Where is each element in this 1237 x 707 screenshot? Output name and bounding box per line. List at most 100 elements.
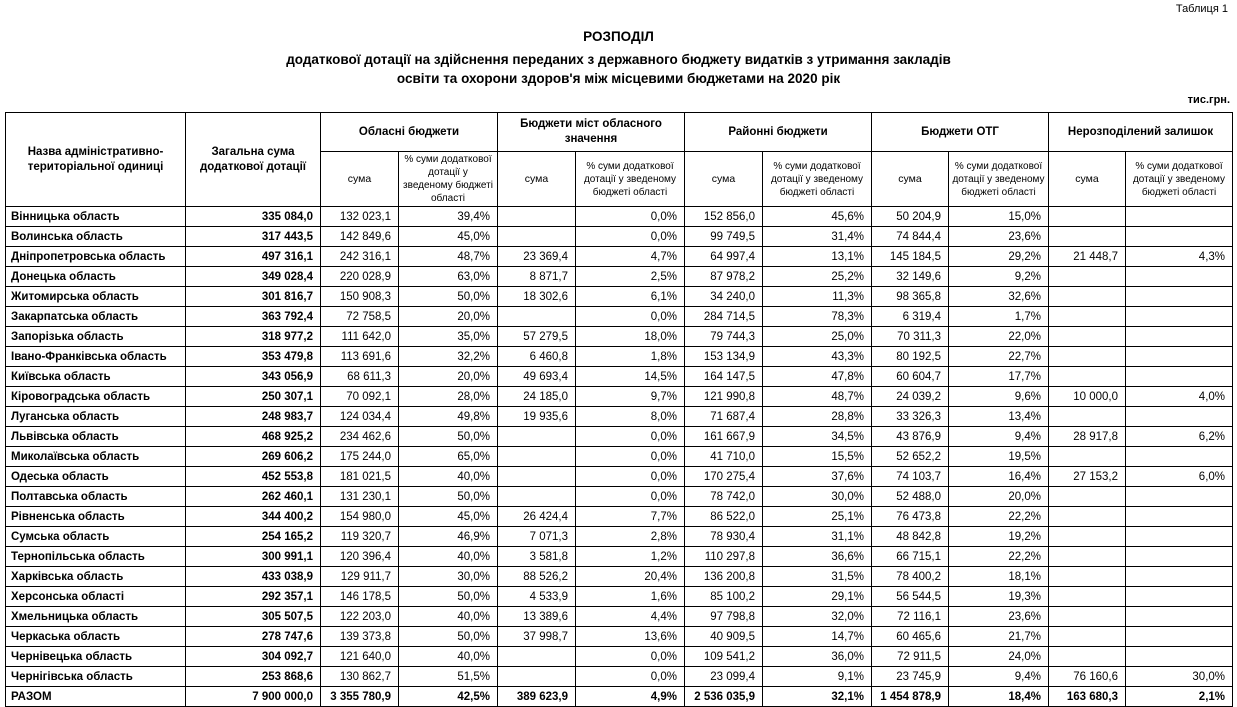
value-cell: 2 536 035,9 <box>684 686 763 707</box>
value-cell: 48 842,8 <box>871 526 949 547</box>
value-cell: 9,4% <box>948 426 1049 447</box>
total-row: РАЗОМ 7 900 000,0 3 355 780,9 42,5% 389 623,… <box>5 686 1234 707</box>
value-cell: 120 396,4 <box>320 546 399 567</box>
value-cell: 6,1% <box>575 286 685 307</box>
value-cell: 301 816,7 <box>185 286 321 307</box>
value-cell: 124 034,4 <box>320 406 399 427</box>
value-cell: 19,5% <box>948 446 1049 467</box>
value-cell: 452 553,8 <box>185 466 321 487</box>
value-cell: 28,8% <box>762 406 872 427</box>
value-cell: 85 100,2 <box>684 586 763 607</box>
table-row: Херсонська області 292 357,1 146 178,5 50,0… <box>5 586 1234 607</box>
page-subtitle-line2: освіти та охорони здоров'я між місцевими… <box>396 71 841 86</box>
table-row: Дніпропетровська область 497 316,1 242 316… <box>5 246 1234 267</box>
table-row: Київська область 343 056,9 68 611,3 20,0% 49… <box>5 366 1234 387</box>
region-name-cell: Чернігівська область <box>5 666 186 687</box>
group-header-raion-budgets: Районні бюджети <box>684 112 872 152</box>
region-name-cell: Дніпропетровська область <box>5 246 186 267</box>
table-row: Миколаївська область 269 606,2 175 244,0 65… <box>5 446 1234 467</box>
value-cell <box>1124 446 1234 467</box>
region-name-cell: Тернопільська область <box>5 546 186 567</box>
value-cell: 36,6% <box>762 546 872 567</box>
value-cell: 32,6% <box>948 286 1049 307</box>
table-row: Сумська область 254 165,2 119 320,7 46,9% 7 … <box>5 526 1234 547</box>
value-cell <box>1124 546 1234 567</box>
value-cell: 170 275,4 <box>684 466 763 487</box>
value-cell: 220 028,9 <box>320 266 399 287</box>
table-row: Харківська область 433 038,9 129 911,7 30,0… <box>5 566 1234 587</box>
value-cell <box>1048 606 1126 627</box>
region-name-cell: Харківська область <box>5 566 186 587</box>
value-cell: 56 544,5 <box>871 586 949 607</box>
subheader-sum: сума <box>497 151 576 207</box>
value-cell: 152 856,0 <box>684 206 763 227</box>
value-cell <box>1124 306 1234 327</box>
value-cell: 65,0% <box>398 446 498 467</box>
value-cell: 20,0% <box>948 486 1049 507</box>
value-cell: 28 917,8 <box>1048 426 1126 447</box>
value-cell: 132 023,1 <box>320 206 399 227</box>
region-name-cell: Вінницька область <box>5 206 186 227</box>
value-cell <box>1124 506 1234 527</box>
value-cell: 23 099,4 <box>684 666 763 687</box>
value-cell: 21,7% <box>948 626 1049 647</box>
value-cell: 37 998,7 <box>497 626 576 647</box>
value-cell: 9,2% <box>948 266 1049 287</box>
value-cell: 74 844,4 <box>871 226 949 247</box>
value-cell: 34 240,0 <box>684 286 763 307</box>
page-title: РОЗПОДІЛ <box>583 29 654 44</box>
column-header-name: Назва адміністративно-територіальної оди… <box>5 112 186 207</box>
region-name-cell: Херсонська області <box>5 586 186 607</box>
value-cell <box>1048 566 1126 587</box>
value-cell <box>1048 586 1126 607</box>
value-cell: 23 369,4 <box>497 246 576 267</box>
value-cell: 6,0% <box>1124 466 1234 487</box>
region-name-cell: Одеська область <box>5 466 186 487</box>
value-cell: 18,4% <box>948 686 1049 707</box>
value-cell: 50,0% <box>398 486 498 507</box>
value-cell <box>1124 206 1234 227</box>
value-cell: 305 507,5 <box>185 606 321 627</box>
table-row: Житомирська область 301 816,7 150 908,3 50,… <box>5 286 1234 307</box>
value-cell: 13 389,6 <box>497 606 576 627</box>
value-cell: 9,6% <box>948 386 1049 407</box>
value-cell <box>1048 306 1126 327</box>
value-cell: 142 849,6 <box>320 226 399 247</box>
table-row: Волинська область 317 443,5 142 849,6 45,0%… <box>5 226 1234 247</box>
value-cell: 9,7% <box>575 386 685 407</box>
group-header-oblast-budgets: Обласні бюджети <box>320 112 498 152</box>
value-cell: 10 000,0 <box>1048 386 1126 407</box>
region-name-cell: Київська область <box>5 366 186 387</box>
value-cell <box>1124 626 1234 647</box>
value-cell: 97 798,8 <box>684 606 763 627</box>
value-cell: 14,7% <box>762 626 872 647</box>
value-cell: 262 460,1 <box>185 486 321 507</box>
value-cell <box>1124 266 1234 287</box>
value-cell <box>1048 526 1126 547</box>
group-header-otg-budgets: Бюджети ОТГ <box>871 112 1049 152</box>
value-cell <box>497 666 576 687</box>
value-cell: 76 160,6 <box>1048 666 1126 687</box>
value-cell: 18,0% <box>575 326 685 347</box>
value-cell: 29,1% <box>762 586 872 607</box>
table-row: Львівська область 468 925,2 234 462,6 50,0%… <box>5 426 1234 447</box>
subheader-pct: % суми додаткової дотації у зведеному бю… <box>1124 151 1234 207</box>
value-cell: 131 230,1 <box>320 486 399 507</box>
value-cell: 153 134,9 <box>684 346 763 367</box>
value-cell: 122 203,0 <box>320 606 399 627</box>
table-row: Чернівецька область 304 092,7 121 640,0 40,… <box>5 646 1234 667</box>
value-cell: 13,6% <box>575 626 685 647</box>
value-cell <box>1048 406 1126 427</box>
value-cell <box>1048 226 1126 247</box>
value-cell: 181 021,5 <box>320 466 399 487</box>
value-cell: 43,3% <box>762 346 872 367</box>
value-cell: 0,0% <box>575 486 685 507</box>
value-cell: 0,0% <box>575 226 685 247</box>
value-cell: 253 868,6 <box>185 666 321 687</box>
value-cell: 4,0% <box>1124 386 1234 407</box>
value-cell <box>1048 366 1126 387</box>
value-cell: 33 326,3 <box>871 406 949 427</box>
value-cell: 87 978,2 <box>684 266 763 287</box>
table-row: Донецька область 349 028,4 220 028,9 63,0% 8… <box>5 266 1234 287</box>
